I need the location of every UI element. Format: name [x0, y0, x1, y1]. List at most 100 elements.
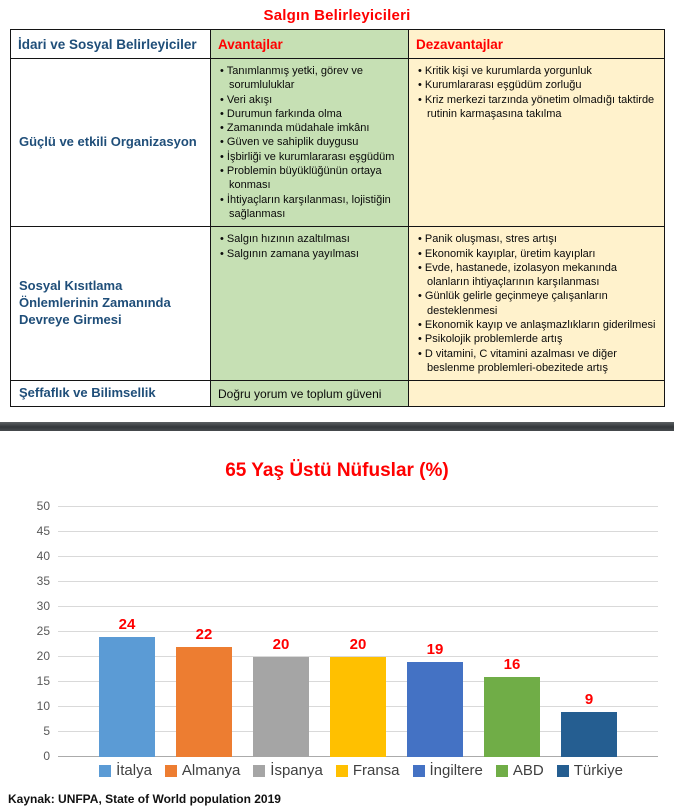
- y-axis-tick-label: 10: [36, 699, 50, 714]
- page-title: Salgın Belirleyicileri: [263, 7, 411, 24]
- legend-swatch-icon: [335, 764, 348, 777]
- bullet-item: Problemin büyüklüğünün ortaya konması: [220, 164, 404, 193]
- bar-slot: 20: [253, 636, 309, 758]
- legend-item: Türkiye: [556, 762, 623, 780]
- source-note: Kaynak: UNFPA, State of World population…: [8, 792, 281, 806]
- legend-label: Almanya: [181, 762, 241, 780]
- chart-section: 65 Yaş Üstü Nüfuslar (%) 0 5 10 15 20 25 30 35 4…: [0, 460, 674, 779]
- gridline: [58, 606, 658, 608]
- bars-container: 24 22 20 20 19 16 9: [58, 507, 658, 758]
- legend-label: İtalya: [116, 762, 152, 780]
- bullet-item: Psikolojik problemlerde artış: [418, 332, 660, 346]
- advantages-list: Salgın hızının azaltılmasıSalgının zaman…: [215, 232, 404, 261]
- bar-Almanya: [176, 647, 232, 758]
- gridline: [58, 531, 658, 533]
- legend-swatch-icon: [253, 764, 266, 777]
- disadvantages-cell-empty: [408, 380, 665, 408]
- disadvantages-cell: Kritik kişi ve kurumlarda yorgunlukKurum…: [408, 57, 665, 228]
- legend-label: İspanya: [270, 762, 323, 780]
- bullet-item: Kriz merkezi tarzında yönetim olmadığı t…: [418, 93, 660, 122]
- bar-value-label: 19: [426, 641, 444, 659]
- bullet-item: Salgının zamana yayılması: [220, 247, 404, 261]
- gridline: [58, 556, 658, 558]
- legend-label: Türkiye: [573, 762, 623, 780]
- column-header-determinants: İdari ve Sosyal Belirleyiciler: [10, 29, 211, 59]
- bar-value-label: 16: [503, 656, 521, 674]
- advantages-cell: Salgın hızının azaltılmasıSalgının zaman…: [210, 226, 409, 382]
- bar-chart-plot-area: 0 5 10 15 20 25 30 35 40 45 50 24 22 20 20 19 16 9: [37, 500, 658, 762]
- y-axis-tick-label: 5: [43, 724, 50, 739]
- y-axis-tick-label: 45: [36, 524, 50, 539]
- bar-Türkiye: [561, 712, 617, 758]
- bullet-item: Evde, hastanede, izolasyon mekanında ola…: [418, 261, 660, 290]
- bullet-item: Zamanında müdahale imkânı: [220, 121, 404, 135]
- advantages-cell: Tanımlanmış yetki, görev ve sorumlulukla…: [210, 57, 409, 228]
- bar-İtalya: [99, 637, 155, 758]
- bullet-item: Durumun farkında olma: [220, 107, 404, 121]
- legend-label: İngiltere: [429, 762, 483, 780]
- bullet-item: İşbirliği ve kurumlararası eşgüdüm: [220, 150, 404, 164]
- y-axis-tick-label: 20: [36, 649, 50, 664]
- row-label: Sosyal Kısıtlama Önlemlerinin Zamanında …: [10, 226, 211, 382]
- determinants-table: İdari ve Sosyal Belirleyiciler Avantajla…: [10, 29, 665, 408]
- legend-item: İngiltere: [412, 762, 483, 780]
- disadvantages-cell: Panik oluşması, stres artışı Ekonomik kay…: [408, 226, 665, 382]
- legend-item: ABD: [495, 762, 544, 780]
- legend-item: İspanya: [253, 762, 323, 779]
- bullet-item: Panik oluşması, stres artışı: [418, 232, 660, 246]
- bar-slot: 20: [330, 636, 386, 758]
- y-axis-tick-label: 0: [43, 749, 50, 764]
- y-axis-tick-label: 15: [36, 674, 50, 689]
- row-label: Güçlü ve etkili Organizasyon: [10, 57, 211, 228]
- bar-slot: 9: [561, 691, 617, 758]
- bullet-item: Güven ve sahiplik duygusu: [220, 135, 404, 149]
- advantages-list: Tanımlanmış yetki, görev ve sorumlulukla…: [215, 64, 404, 221]
- column-header-advantages: Avantajlar: [210, 29, 409, 59]
- bar-value-label: 20: [272, 636, 290, 654]
- bar-İngiltere: [407, 662, 463, 758]
- bar-value-label: 22: [195, 626, 213, 644]
- bar-slot: 24: [99, 616, 155, 758]
- bar-ABD: [484, 677, 540, 758]
- bullet-item: Ekonomik kayıp ve anlaşmazlıkların gider…: [418, 318, 660, 332]
- bullet-item: D vitamini, C vitamini azalması ve diğer…: [418, 347, 660, 376]
- y-axis-tick-label: 40: [36, 549, 50, 564]
- bullet-item: İhtiyaçların karşılanması, lojistiğin sa…: [220, 193, 404, 222]
- legend-swatch-icon: [556, 764, 569, 777]
- gridline: [58, 656, 658, 658]
- bar-İspanya: [253, 657, 309, 758]
- column-header-disadvantages: Dezavantajlar: [408, 29, 665, 59]
- gridline: [58, 506, 658, 508]
- table-row: Güçlü ve etkili Organizasyon Tanımlanmış…: [10, 57, 665, 228]
- bar-value-label: 20: [349, 636, 367, 654]
- chart-legend: İtalya Almanya İspanya Fransa İngiltere ABD Tü…: [48, 762, 674, 779]
- legend-label: Fransa: [352, 762, 400, 780]
- legend-swatch-icon: [99, 764, 112, 777]
- bar-slot: 22: [176, 626, 232, 758]
- bar-slot: 16: [484, 656, 540, 758]
- legend-swatch-icon: [495, 764, 508, 777]
- legend-swatch-icon: [164, 764, 177, 777]
- disadvantages-list: Panik oluşması, stres artışı Ekonomik kay…: [413, 232, 660, 375]
- bar-slot: 19: [407, 641, 463, 758]
- y-axis-tick-label: 30: [36, 599, 50, 614]
- advantages-cell: Doğru yorum ve toplum güveni: [210, 380, 409, 408]
- section-divider: [0, 422, 674, 432]
- y-axis-tick-label: 25: [36, 624, 50, 639]
- y-axis-tick-label: 35: [36, 574, 50, 589]
- gridline: [58, 631, 658, 633]
- y-axis-tick-label: 50: [36, 499, 50, 514]
- bar-value-label: 24: [118, 616, 136, 634]
- legend-label: ABD: [512, 762, 544, 780]
- disadvantages-list: Kritik kişi ve kurumlarda yorgunlukKurum…: [413, 64, 660, 121]
- legend-swatch-icon: [412, 764, 425, 777]
- bullet-item: Veri akışı: [220, 93, 404, 107]
- bar-Fransa: [330, 657, 386, 758]
- bullet-item: Salgın hızının azaltılması: [220, 232, 404, 246]
- table-row: Şeffaflık ve Bilimsellik Doğru yorum ve …: [10, 380, 665, 408]
- bar-value-label: 9: [584, 691, 594, 709]
- legend-item: İtalya: [99, 762, 152, 779]
- table-header-row: İdari ve Sosyal Belirleyiciler Avantajla…: [10, 29, 665, 59]
- bullet-item: Kurumlararası eşgüdüm zorluğu: [418, 78, 660, 92]
- row-label: Şeffaflık ve Bilimsellik: [10, 380, 211, 408]
